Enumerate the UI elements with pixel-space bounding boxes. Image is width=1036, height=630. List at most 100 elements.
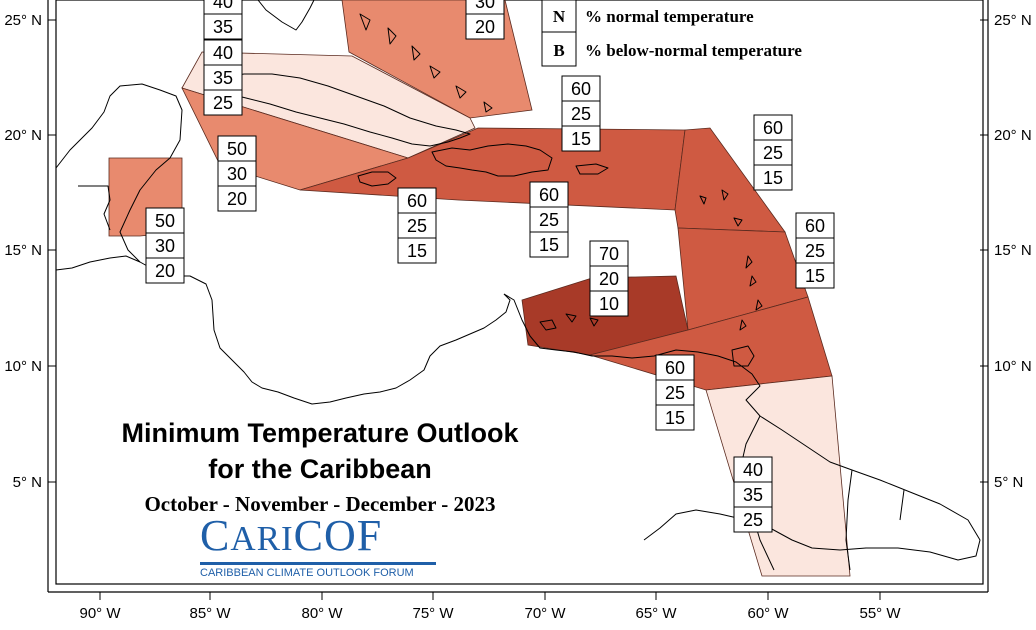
- prob-box-turks-caicos: 60 25 15: [561, 75, 601, 152]
- prob-cell: [397, 187, 437, 214]
- lon-label: 65° W: [635, 605, 677, 622]
- prob-cell: [589, 265, 629, 292]
- prob-value: 20: [227, 189, 247, 209]
- prob-cell: [217, 185, 257, 212]
- legend-box-normal: [541, 0, 577, 33]
- prob-value: 60: [571, 79, 591, 99]
- prob-box-hispaniola-pr: 60 25 15: [529, 181, 569, 258]
- prob-value: 30: [475, 0, 495, 12]
- lon-label: 85° W: [189, 605, 231, 622]
- prob-value: 25: [539, 210, 559, 230]
- legend-letter-below: B: [553, 41, 564, 60]
- prob-box-cayman-jamaica-west: 50 30 20: [217, 135, 257, 212]
- lat-label-left: 15° N: [4, 242, 42, 259]
- prob-cell: [397, 237, 437, 264]
- prob-box-cuba: 40 35 25: [203, 39, 243, 116]
- legend-text-below: % below-normal temperature: [585, 41, 802, 60]
- legend-item-below: B % below-normal temperature: [541, 31, 802, 67]
- prob-value: 35: [213, 17, 233, 37]
- prob-value: 20: [599, 269, 619, 289]
- logo-subtitle: CARIBBEAN CLIMATE OUTLOOK FORUM: [200, 567, 414, 579]
- legend-letter-normal: N: [553, 7, 566, 26]
- logo-letters-cof: COF: [293, 511, 383, 560]
- prob-cell: [655, 379, 695, 406]
- region-guianas: [705, 375, 851, 577]
- prob-box-windward-islands: 60 25 15: [795, 212, 835, 289]
- prob-cell: [397, 212, 437, 239]
- prob-cell: [203, 89, 243, 116]
- caricof-logo: CARICOF CARIBBEAN CLIMATE OUTLOOK FORUM: [200, 514, 436, 579]
- prob-value: 25: [763, 143, 783, 163]
- coastlines: [55, 0, 981, 571]
- prob-value: 20: [155, 261, 175, 281]
- logo-wordmark: CARICOF: [200, 514, 436, 561]
- prob-value: 15: [571, 129, 591, 149]
- prob-cell: [465, 13, 505, 40]
- prob-box-belize: 50 30 20: [145, 207, 185, 284]
- latitude-labels: 25° N 25° N 20° N 20° N 15° N 15° N 10° N 10° N…: [4, 12, 1031, 491]
- prob-box-jamaica: 60 25 15: [397, 187, 437, 264]
- legend: N % normal temperature B % below-normal …: [541, 0, 802, 67]
- prob-value: 60: [539, 185, 559, 205]
- coast-bahamas: [359, 13, 493, 113]
- prob-value: 15: [763, 168, 783, 188]
- lon-label: 80° W: [301, 605, 343, 622]
- coast-yucatan-central-america: [55, 83, 511, 405]
- probability-boxes: 4035253020403525503020503020602515602515…: [145, 0, 835, 533]
- prob-cell: [203, 13, 243, 40]
- forecast-period: October - November - December - 2023: [144, 492, 496, 516]
- lat-label-right: 10° N: [994, 358, 1032, 375]
- prob-box-guianas: 40 35 25: [733, 456, 773, 533]
- lat-label-left: 25° N: [4, 12, 42, 29]
- longitude-labels: 90° W 85° W 80° W 75° W 70° W 65° W 60° W 55° W: [79, 592, 901, 622]
- prob-value: 15: [805, 266, 825, 286]
- prob-cell: [145, 232, 185, 259]
- coast-puerto-rico: [575, 163, 609, 175]
- prob-cell: [203, 39, 243, 66]
- prob-value: 30: [227, 164, 247, 184]
- prob-value: 50: [155, 211, 175, 231]
- prob-value: 35: [743, 485, 763, 505]
- prob-value: 20: [475, 17, 495, 37]
- prob-value: 25: [743, 510, 763, 530]
- prob-cell: [795, 262, 835, 289]
- lon-label: 55° W: [859, 605, 901, 622]
- prob-value: 25: [805, 241, 825, 261]
- logo-underline: [200, 562, 436, 565]
- prob-value: 25: [213, 93, 233, 113]
- coast-south-america: [503, 293, 981, 561]
- lat-label-right: 5° N: [994, 474, 1023, 491]
- prob-cell: [529, 206, 569, 233]
- coast-jamaica: [357, 171, 397, 187]
- prob-cell: [733, 506, 773, 533]
- prob-value: 25: [407, 216, 427, 236]
- coast-trinidad: [731, 345, 755, 367]
- prob-value: 15: [407, 241, 427, 261]
- prob-cell: [589, 290, 629, 317]
- lon-label: 70° W: [524, 605, 566, 622]
- map-title-line-2: for the Caribbean: [208, 454, 432, 484]
- prob-cell: [589, 240, 629, 267]
- map-frame: [55, 0, 984, 585]
- map-title-line-1: Minimum Temperature Outlook: [121, 418, 519, 448]
- prob-cell: [753, 114, 793, 141]
- prob-value: 60: [805, 216, 825, 236]
- prob-cell: [529, 181, 569, 208]
- coast-lesser-antilles: [699, 189, 763, 331]
- lat-label-right: 15° N: [994, 242, 1032, 259]
- prob-cell: [753, 164, 793, 191]
- logo-letter-c: C: [200, 511, 231, 560]
- lat-label-left: 20° N: [4, 127, 42, 144]
- prob-cell: [561, 125, 601, 152]
- prob-value: 60: [763, 118, 783, 138]
- coast-hispaniola: [431, 143, 553, 177]
- prob-cell: [655, 404, 695, 431]
- logo-letters-ari: ARI: [230, 519, 294, 558]
- prob-value: 40: [213, 0, 233, 12]
- lon-label: 90° W: [79, 605, 121, 622]
- prob-value: 60: [665, 358, 685, 378]
- legend-item-normal: N % normal temperature: [541, 0, 754, 33]
- prob-value: 25: [571, 104, 591, 124]
